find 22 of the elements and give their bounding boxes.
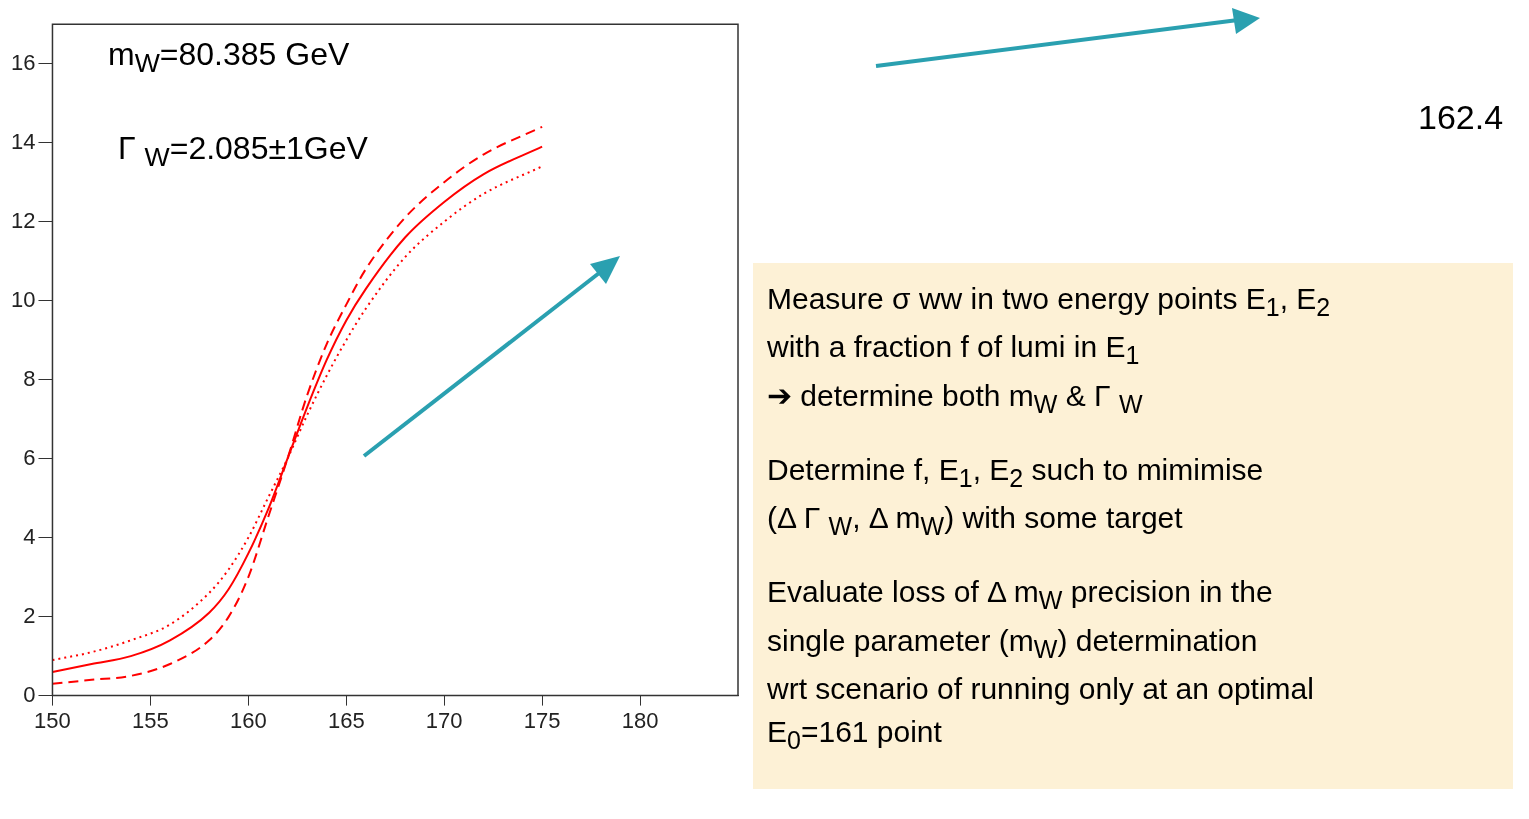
y-tick-label: 2 — [23, 602, 36, 628]
annotation: Γ $_{W}$=2.085±1GeV — [118, 130, 368, 174]
x-tick-label: 150 — [34, 707, 71, 733]
x-tick-label: 170 — [425, 707, 463, 733]
y-tick-label: 8 — [23, 365, 36, 391]
text: Determine f, E$_{1}$, E$_{2}$ such to mimimise (Δ Γ $_{W}$, Δ m$_{W}$) with some target — [767, 452, 1264, 540]
text: Measure σ ww in two energy points E$_{1}$, E$_{2}$ with a fraction f of lumi in E$_{1}$ ➔ determine both m$_{W}$ & Γ $_{W}$ — [767, 282, 1331, 418]
x-tick-label: 165 — [327, 707, 365, 733]
y-tick-label: 6 — [23, 444, 36, 470]
y-tick-label: 14 — [10, 128, 36, 154]
text: 162.4 — [1418, 98, 1504, 137]
text: Evaluate loss of Δ m$_{W}$ precision in the single parameter (m$_{W}$) determination wrt scenario of running only at an optimal E$_{0}$=161 point — [767, 575, 1314, 755]
y-tick-label: 4 — [23, 523, 36, 549]
y-tick-label: 0 — [23, 681, 36, 707]
y-tick-label: 16 — [10, 49, 36, 75]
annotation: m$_{W}$=80.385 GeV — [108, 36, 350, 80]
x-tick-label: 175 — [523, 707, 561, 733]
y-tick-label: 10 — [10, 286, 36, 312]
x-tick-label: 155 — [132, 707, 169, 733]
y-tick-label: 12 — [10, 207, 36, 233]
x-tick-label: 160 — [229, 707, 267, 733]
x-tick-label: 180 — [621, 707, 659, 733]
